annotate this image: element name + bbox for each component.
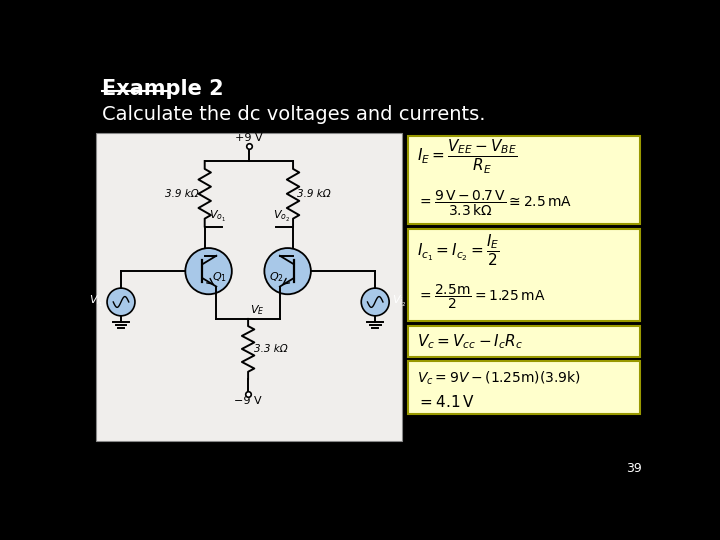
- Text: $V_E$: $V_E$: [250, 303, 264, 316]
- Text: $I_{c_1} = I_{c_2} = \dfrac{I_E}{2}$: $I_{c_1} = I_{c_2} = \dfrac{I_E}{2}$: [417, 233, 500, 268]
- Text: $V_c = V_{cc} - I_c R_c$: $V_c = V_{cc} - I_c R_c$: [417, 332, 523, 350]
- Text: $V_{i_1}$: $V_{i_1}$: [89, 294, 104, 309]
- Text: $Q_1$: $Q_1$: [212, 271, 228, 284]
- Circle shape: [361, 288, 389, 316]
- Text: +9 V: +9 V: [235, 133, 263, 143]
- Text: 3.3 kΩ: 3.3 kΩ: [254, 344, 288, 354]
- Text: 39: 39: [626, 462, 642, 475]
- Text: Calculate the dc voltages and currents.: Calculate the dc voltages and currents.: [102, 105, 485, 124]
- FancyBboxPatch shape: [408, 229, 640, 321]
- Text: $V_{i_2}$: $V_{i_2}$: [392, 294, 407, 309]
- Circle shape: [107, 288, 135, 316]
- Text: $I_E = \dfrac{V_{EE} - V_{BE}}{R_E}$: $I_E = \dfrac{V_{EE} - V_{BE}}{R_E}$: [417, 138, 518, 176]
- Text: −9 V: −9 V: [234, 396, 262, 406]
- FancyBboxPatch shape: [408, 361, 640, 414]
- Text: $= \dfrac{9\,\mathrm{V} - 0.7\,\mathrm{V}}{3.3\,\mathrm{k}\Omega} \cong 2.5\,\ma: $= \dfrac{9\,\mathrm{V} - 0.7\,\mathrm{V…: [417, 188, 572, 218]
- Text: $V_{o_1}$: $V_{o_1}$: [209, 209, 226, 224]
- Text: $Q_2$: $Q_2$: [269, 271, 284, 284]
- Text: 3.9 kΩ: 3.9 kΩ: [165, 189, 199, 199]
- Text: $= 4.1\,\mathrm{V}$: $= 4.1\,\mathrm{V}$: [417, 394, 474, 410]
- FancyBboxPatch shape: [408, 326, 640, 356]
- Text: $V_{o_2}$: $V_{o_2}$: [274, 209, 291, 224]
- Circle shape: [185, 248, 232, 294]
- Text: $= \dfrac{2.5\mathrm{m}}{2} = 1.25\,\mathrm{mA}$: $= \dfrac{2.5\mathrm{m}}{2} = 1.25\,\mat…: [417, 282, 546, 310]
- Text: $V_c = 9V - (1.25\mathrm{m})(3.9\mathrm{k})$: $V_c = 9V - (1.25\mathrm{m})(3.9\mathrm{…: [417, 369, 581, 387]
- Text: 3.9 kΩ: 3.9 kΩ: [297, 189, 330, 199]
- Text: Example 2: Example 2: [102, 79, 223, 99]
- FancyBboxPatch shape: [96, 132, 402, 441]
- FancyBboxPatch shape: [408, 136, 640, 224]
- Circle shape: [264, 248, 311, 294]
